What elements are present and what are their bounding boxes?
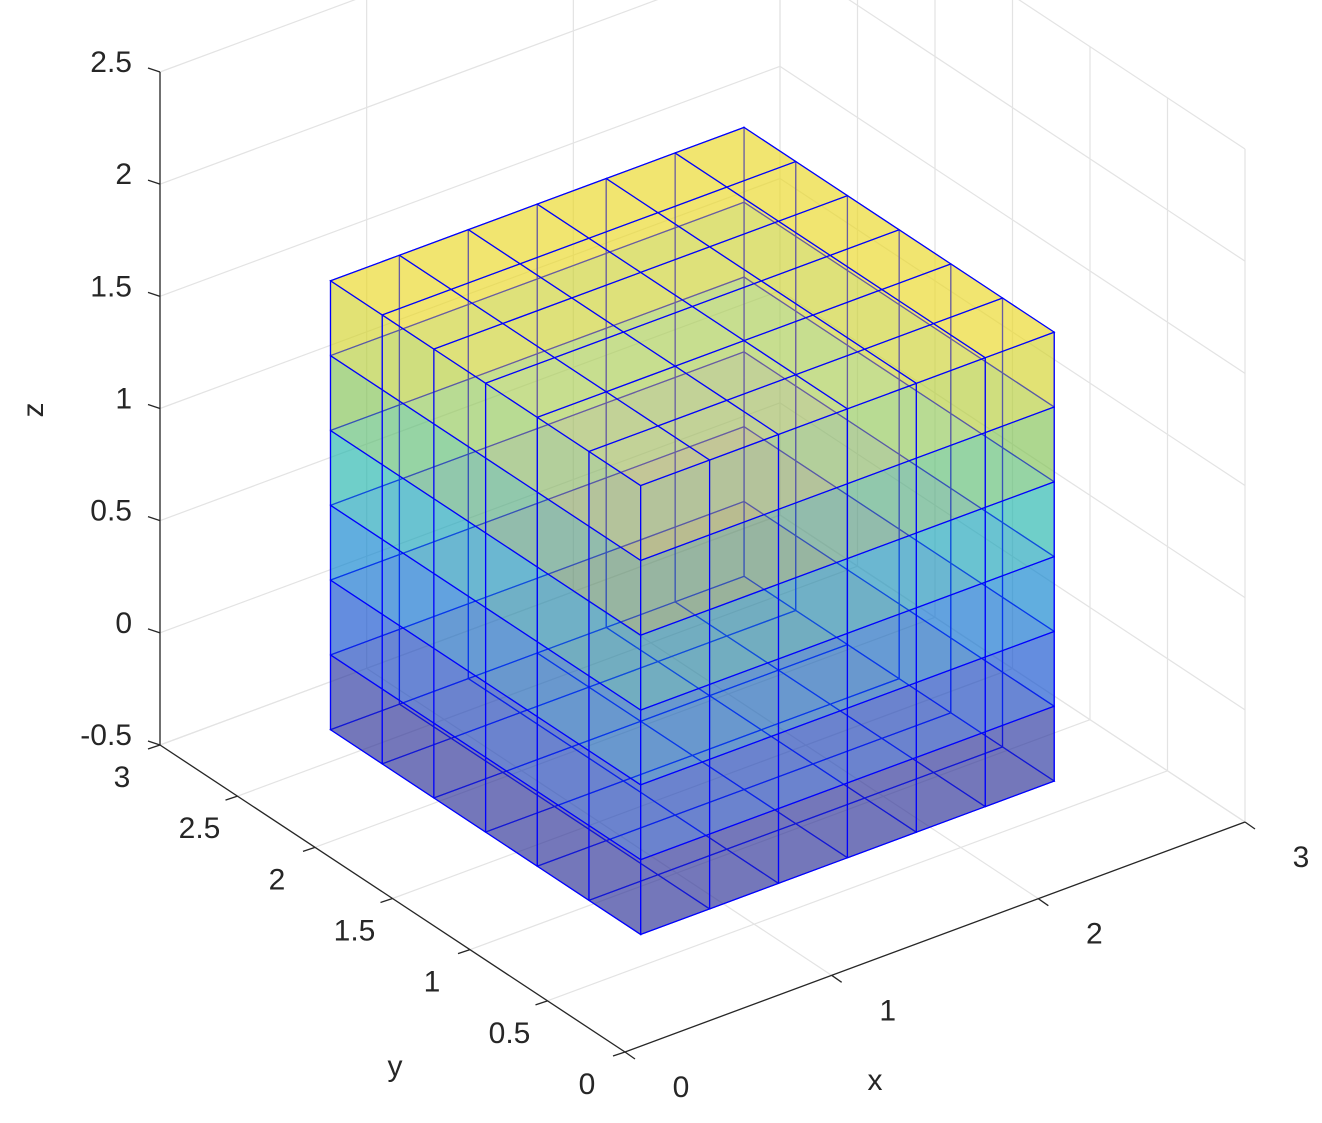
grid-line <box>159 290 781 522</box>
x-tick <box>831 974 843 983</box>
y-tick-label: 2.5 <box>179 812 221 845</box>
z-tick-label: 2.5 <box>90 46 132 79</box>
grid-line <box>779 514 1246 823</box>
x-tick-label: 2 <box>1086 918 1103 951</box>
grid-line <box>779 177 1246 487</box>
y-tick-label: 3 <box>114 761 131 794</box>
grid-line <box>159 0 356 73</box>
grid-line <box>314 616 936 848</box>
z-tick <box>147 628 161 634</box>
x-tick <box>624 1051 636 1060</box>
y-axis-label: y <box>388 1050 403 1083</box>
x-tick <box>1244 821 1256 830</box>
z-tick <box>147 179 161 185</box>
x-tick-label: 3 <box>1293 841 1310 874</box>
z-tick <box>147 516 161 522</box>
grid-line <box>237 565 858 797</box>
y-tick <box>380 897 393 904</box>
grid-line <box>848 0 1246 262</box>
mesh-cell <box>673 126 798 188</box>
grid-line <box>159 0 659 185</box>
z-tick-label: 1.5 <box>90 270 132 303</box>
x-tick-label: 0 <box>673 1071 690 1104</box>
grid-line <box>159 65 781 297</box>
grid <box>159 0 1246 1053</box>
x-axis-label: x <box>868 1064 883 1097</box>
y-tick <box>457 949 471 955</box>
z-tick-label: 1 <box>115 382 132 415</box>
x-tick-label: 1 <box>879 994 896 1027</box>
y-tick <box>535 1000 548 1006</box>
z-tick-label: 2 <box>115 158 132 191</box>
y-tick-label: 1 <box>424 966 441 999</box>
grid-line <box>392 667 1013 900</box>
y-tick-label: 0 <box>579 1068 596 1101</box>
z-tick-label: 0 <box>115 607 132 640</box>
x-tick <box>1037 898 1049 907</box>
axes: 0 1 2 3 0 0.5 1 1.5 2 2.5 3 -0.5 0 0.5 1 1.5 2 2.5 <box>80 46 1309 1104</box>
y-tick <box>302 846 316 852</box>
z-axis-label: z <box>17 403 50 418</box>
z-tick-label: -0.5 <box>80 719 132 752</box>
mesh <box>329 126 1056 936</box>
grid-line <box>469 719 1091 951</box>
y-tick <box>612 1051 626 1057</box>
grid-line <box>779 65 1246 374</box>
z-tick-label: 0.5 <box>90 495 132 528</box>
x-axis-line <box>624 821 1246 1053</box>
z-tick <box>147 403 161 410</box>
y-tick-label: 2 <box>269 863 286 896</box>
y-tick-label: 1.5 <box>334 914 376 947</box>
y-tick <box>147 744 161 750</box>
y-tick-label: 0.5 <box>489 1017 531 1050</box>
z-tick <box>147 740 161 746</box>
grid-line <box>159 402 781 634</box>
z-tick <box>147 291 161 297</box>
z-tick <box>147 67 161 73</box>
grid-line <box>779 290 1246 599</box>
grid-line <box>779 402 1246 711</box>
grid-line <box>159 177 781 410</box>
grid-line <box>159 514 781 746</box>
grid-line <box>1018 0 1246 150</box>
y-tick <box>225 795 238 801</box>
grid-line <box>547 770 1168 1002</box>
